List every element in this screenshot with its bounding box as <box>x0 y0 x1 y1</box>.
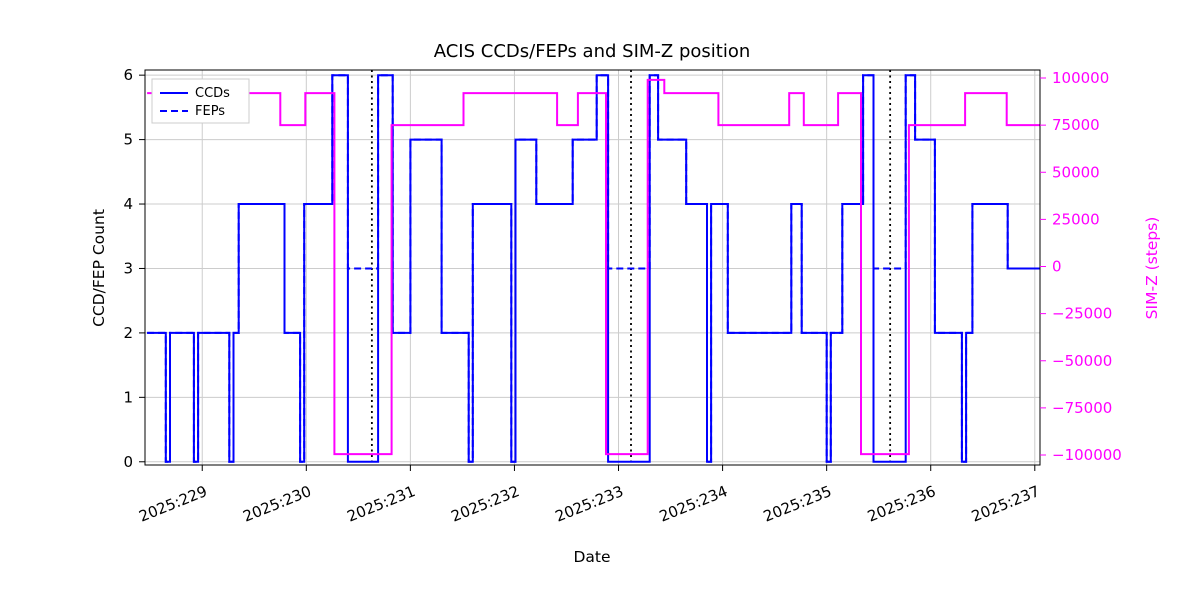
yright-tick-label: 0 <box>1052 258 1062 276</box>
series-sim-z <box>147 78 1040 456</box>
legend-label-feps: FEPs <box>195 104 225 119</box>
yright-tick-label: −100000 <box>1052 446 1122 464</box>
x-tick-label: 2025:229 <box>136 482 209 526</box>
y-axis-label-left: CCD/FEP Count <box>90 209 108 327</box>
yright-tick-label: 25000 <box>1052 210 1100 228</box>
plot-border <box>144 69 1041 466</box>
x-tick-label: 2025:235 <box>761 482 834 526</box>
yright-tick-label: 50000 <box>1052 163 1100 181</box>
yleft-tick-label: 3 <box>123 259 133 277</box>
yright-tick-label: 100000 <box>1052 69 1109 87</box>
x-tick-label: 2025:231 <box>345 482 418 526</box>
x-tick-label: 2025:236 <box>865 482 938 526</box>
legend-label-ccds: CCDs <box>195 86 230 101</box>
y-axis-label-right: SIM-Z (steps) <box>1143 217 1161 320</box>
x-tick-label: 2025:237 <box>969 482 1042 526</box>
x-tick-label: 2025:232 <box>449 482 522 526</box>
yright-tick-label: −25000 <box>1052 305 1112 323</box>
legend: CCDs FEPs <box>151 78 250 124</box>
yleft-tick-label: 2 <box>123 324 133 342</box>
plot-generated-layer: 2025:229 2025:230 2025:231 2025:232 2025:233… <box>123 66 1121 525</box>
x-tick-label: 2025:233 <box>553 482 626 526</box>
series-feps <box>147 74 1040 463</box>
yleft-tick-label: 1 <box>123 388 133 406</box>
series-ccds <box>147 74 1040 463</box>
yright-tick-label: −50000 <box>1052 352 1112 370</box>
yleft-tick-label: 6 <box>123 66 133 84</box>
x-axis-label: Date <box>573 548 610 566</box>
x-tick-label: 2025:234 <box>657 482 730 526</box>
yleft-tick-label: 5 <box>123 131 133 149</box>
chart-title: ACIS CCDs/FEPs and SIM-Z position <box>434 41 751 62</box>
x-tick-label: 2025:230 <box>240 482 313 526</box>
yleft-tick-label: 4 <box>123 195 133 213</box>
yleft-tick-label: 0 <box>123 453 133 471</box>
yright-tick-label: 75000 <box>1052 116 1100 134</box>
legend-box <box>151 78 250 124</box>
yright-tick-label: −75000 <box>1052 399 1112 417</box>
